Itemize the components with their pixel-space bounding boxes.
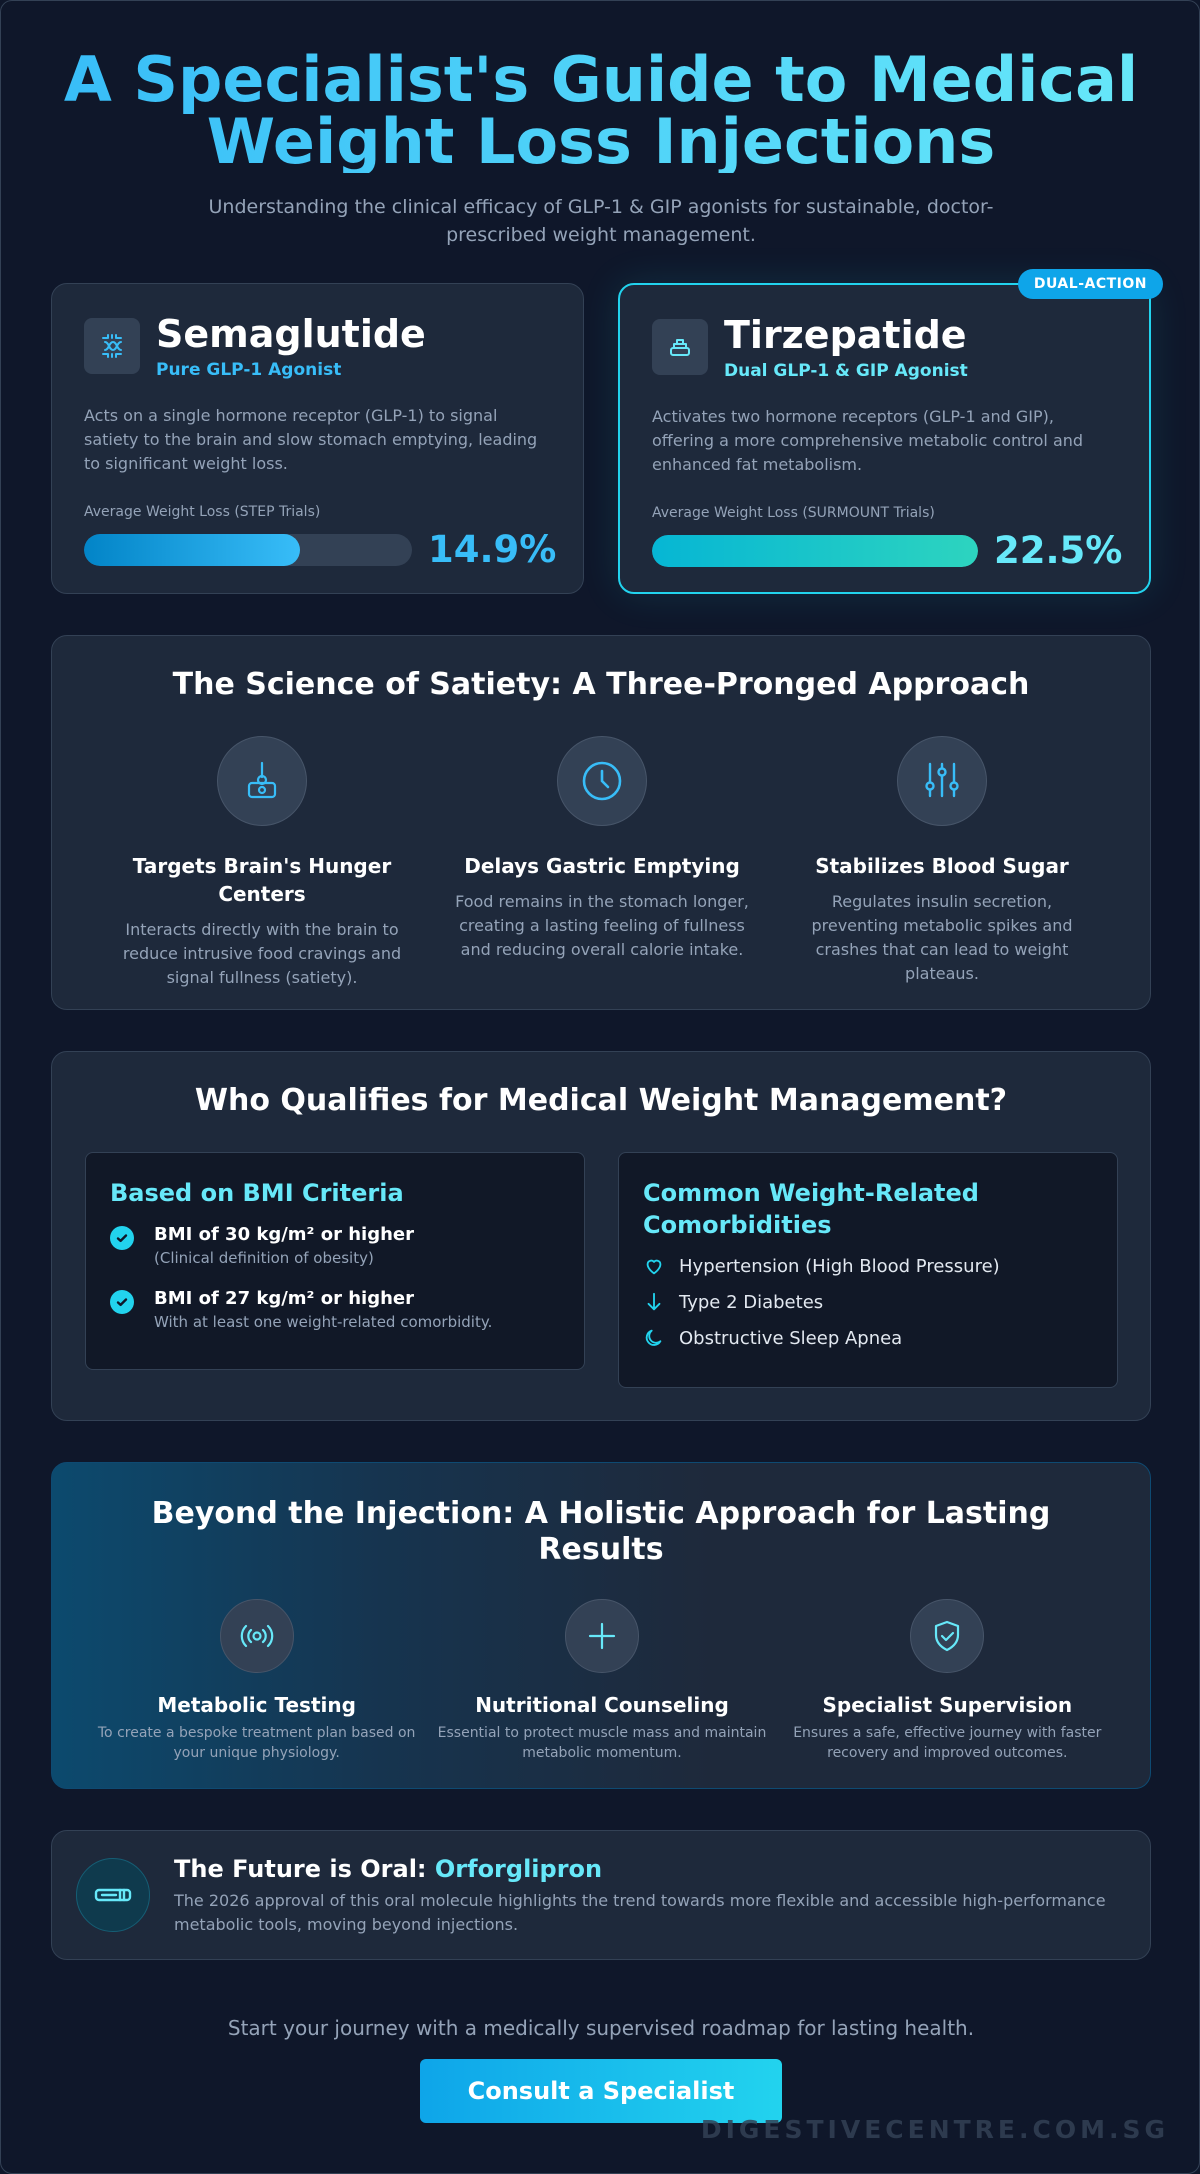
pillar-text: Regulates insulin secretion, preventing … [811,892,1073,983]
moon-icon [645,1329,662,1346]
drug-description: Activates two hormone receptors (GLP-1 a… [652,407,1084,474]
holistic-item: Specialist Supervision Ensures a safe, e… [782,1599,1112,1763]
tirzepatide-card: DUAL-ACTION Tirzepatide Dual GLP-1 & GIP… [618,269,1163,594]
criteria-text: BMI of 27 kg/m² or higher With at least … [154,1287,492,1333]
future-section: The Future is Oral: Orforglipron The 202… [51,1830,1151,1960]
comorbidity-item: Hypertension (High Blood Pressure) [643,1255,1093,1277]
holistic-items: Metabolic Testing To create a bespoke tr… [52,1599,1152,1763]
pillar-title: Stabilizes Blood Sugar [815,854,1069,878]
bmi-criteria-box: Based on BMI Criteria BMI of 30 kg/m² or… [85,1152,585,1370]
comorbidity-label: Hypertension (High Blood Pressure) [679,1255,1000,1277]
pillar: Stabilizes Blood Sugar Regulates insulin… [772,736,1112,990]
criteria-item: BMI of 27 kg/m² or higher With at least … [110,1287,560,1333]
criteria-main: BMI of 27 kg/m² or higher [154,1288,414,1309]
page-subtitle: Understanding the clinical efficacy of G… [208,196,994,246]
pillar: Targets Brain's Hunger Centers Interacts… [92,736,432,990]
trial-label: Average Weight Loss (STEP Trials) [84,504,321,520]
holistic-item: Metabolic Testing To create a bespoke tr… [92,1599,422,1763]
sliders-icon [897,736,987,826]
heart-icon [646,1259,662,1275]
signal-icon [219,1599,294,1673]
pillar-text: Food remains in the stomach longer, crea… [455,892,749,959]
comorbidity-label: Obstructive Sleep Apnea [679,1327,903,1349]
future-description: The 2026 approval of this oral molecule … [174,1891,1106,1934]
check-circle-icon [110,1226,134,1250]
weight-loss-value: 22.5% [994,529,1123,572]
weight-loss-bar [652,534,978,567]
weight-loss-bar-fill [84,533,301,566]
weight-loss-meter-row: 14.9% [84,528,556,571]
trial-label: Average Weight Loss (SURMOUNT Trials) [652,505,935,521]
pill-icon [76,1858,150,1932]
criteria-text: BMI of 30 kg/m² or higher (Clinical defi… [154,1223,414,1269]
weight-loss-meter-row: 22.5% [652,529,1122,572]
section-title: The Science of Satiety: A Three-Pronged … [172,667,1030,702]
weight-loss-bar-fill [652,534,978,567]
comorbidity-item: Type 2 Diabetes [643,1291,1093,1313]
dna-icon [84,318,140,374]
pillar-title: Delays Gastric Emptying [464,854,740,878]
future-text: The Future is Oral: Orforglipron The 202… [174,1855,1124,1937]
pillars: Targets Brain's Hunger Centers Interacts… [92,736,1112,990]
science-section: The Science of Satiety: A Three-Pronged … [51,635,1151,1010]
box-heading: Based on BMI Criteria [110,1179,404,1207]
pillar: Delays Gastric Emptying Food remains in … [432,736,772,990]
holistic-item-title: Metabolic Testing [157,1693,356,1717]
hero: A Specialist's Guide to Medical Weight L… [51,49,1151,249]
drug-subtitle: Dual GLP-1 & GIP Agonist [724,361,968,381]
comorbidity-item: Obstructive Sleep Apnea [643,1327,1093,1349]
comorbidity-label: Type 2 Diabetes [679,1291,824,1313]
weight-loss-value: 14.9% [428,528,557,571]
drug-header: Tirzepatide Dual GLP-1 & GIP Agonist [652,313,1117,381]
drug-header: Semaglutide Pure GLP-1 Agonist [84,312,551,380]
clock-icon [557,736,647,826]
plus-icon [564,1599,639,1673]
arrow-down-icon [647,1292,661,1311]
holistic-section: Beyond the Injection: A Holistic Approac… [51,1462,1151,1789]
criteria-note: (Clinical definition of obesity) [154,1249,374,1267]
drug-description: Acts on a single hormone receptor (GLP-1… [84,406,538,473]
drug-title-block: Semaglutide Pure GLP-1 Agonist [156,312,426,380]
criteria-note: With at least one weight-related comorbi… [154,1313,493,1331]
pillar-title: Targets Brain's Hunger Centers [132,854,392,906]
drug-subtitle: Pure GLP-1 Agonist [156,360,342,380]
holistic-item-title: Nutritional Counseling [475,1693,729,1717]
criteria-item: BMI of 30 kg/m² or higher (Clinical defi… [110,1223,560,1269]
future-title: The Future is Oral: Orforglipron [174,1855,1124,1883]
stacked-layers-icon [652,319,708,375]
dual-action-badge: DUAL-ACTION [1017,269,1163,299]
watermark: DIGESTIVECENTRE.COM.SG [700,2115,1169,2144]
brain-hook-icon [217,736,307,826]
box-heading: Common Weight-Related Comorbidities [643,1179,979,1239]
pillar-text: Interacts directly with the brain to red… [122,920,402,987]
drug-name: Semaglutide [156,312,426,356]
shield-check-icon [910,1599,985,1673]
holistic-item-text: Essential to protect muscle mass and mai… [437,1725,767,1761]
drug-title-block: Tirzepatide Dual GLP-1 & GIP Agonist [724,313,968,381]
comorbidities-box: Common Weight-Related Comorbidities Hype… [618,1152,1118,1388]
criteria-main: BMI of 30 kg/m² or higher [154,1224,414,1245]
holistic-item-text: Ensures a safe, effective journey with f… [793,1725,1102,1761]
qualify-section: Who Qualifies for Medical Weight Managem… [51,1051,1151,1421]
section-title: Beyond the Injection: A Holistic Approac… [151,1496,1051,1567]
drug-name: Tirzepatide [724,313,967,357]
cta-text: Start your journey with a medically supe… [227,2016,975,2040]
future-title-highlight: Orforglipron [434,1855,603,1883]
check-circle-icon [110,1290,134,1314]
holistic-item: Nutritional Counseling Essential to prot… [437,1599,767,1763]
page-title: A Specialist's Guide to Medical Weight L… [51,49,1151,173]
weight-loss-bar [84,533,412,566]
semaglutide-card: Semaglutide Pure GLP-1 Agonist Acts on a… [51,283,584,594]
future-title-prefix: The Future is Oral: [174,1855,435,1883]
holistic-item-text: To create a bespoke treatment plan based… [97,1725,416,1761]
holistic-item-title: Specialist Supervision [822,1693,1073,1717]
section-title: Who Qualifies for Medical Weight Managem… [194,1083,1008,1118]
consult-specialist-button[interactable]: Consult a Specialist [420,2059,782,2123]
